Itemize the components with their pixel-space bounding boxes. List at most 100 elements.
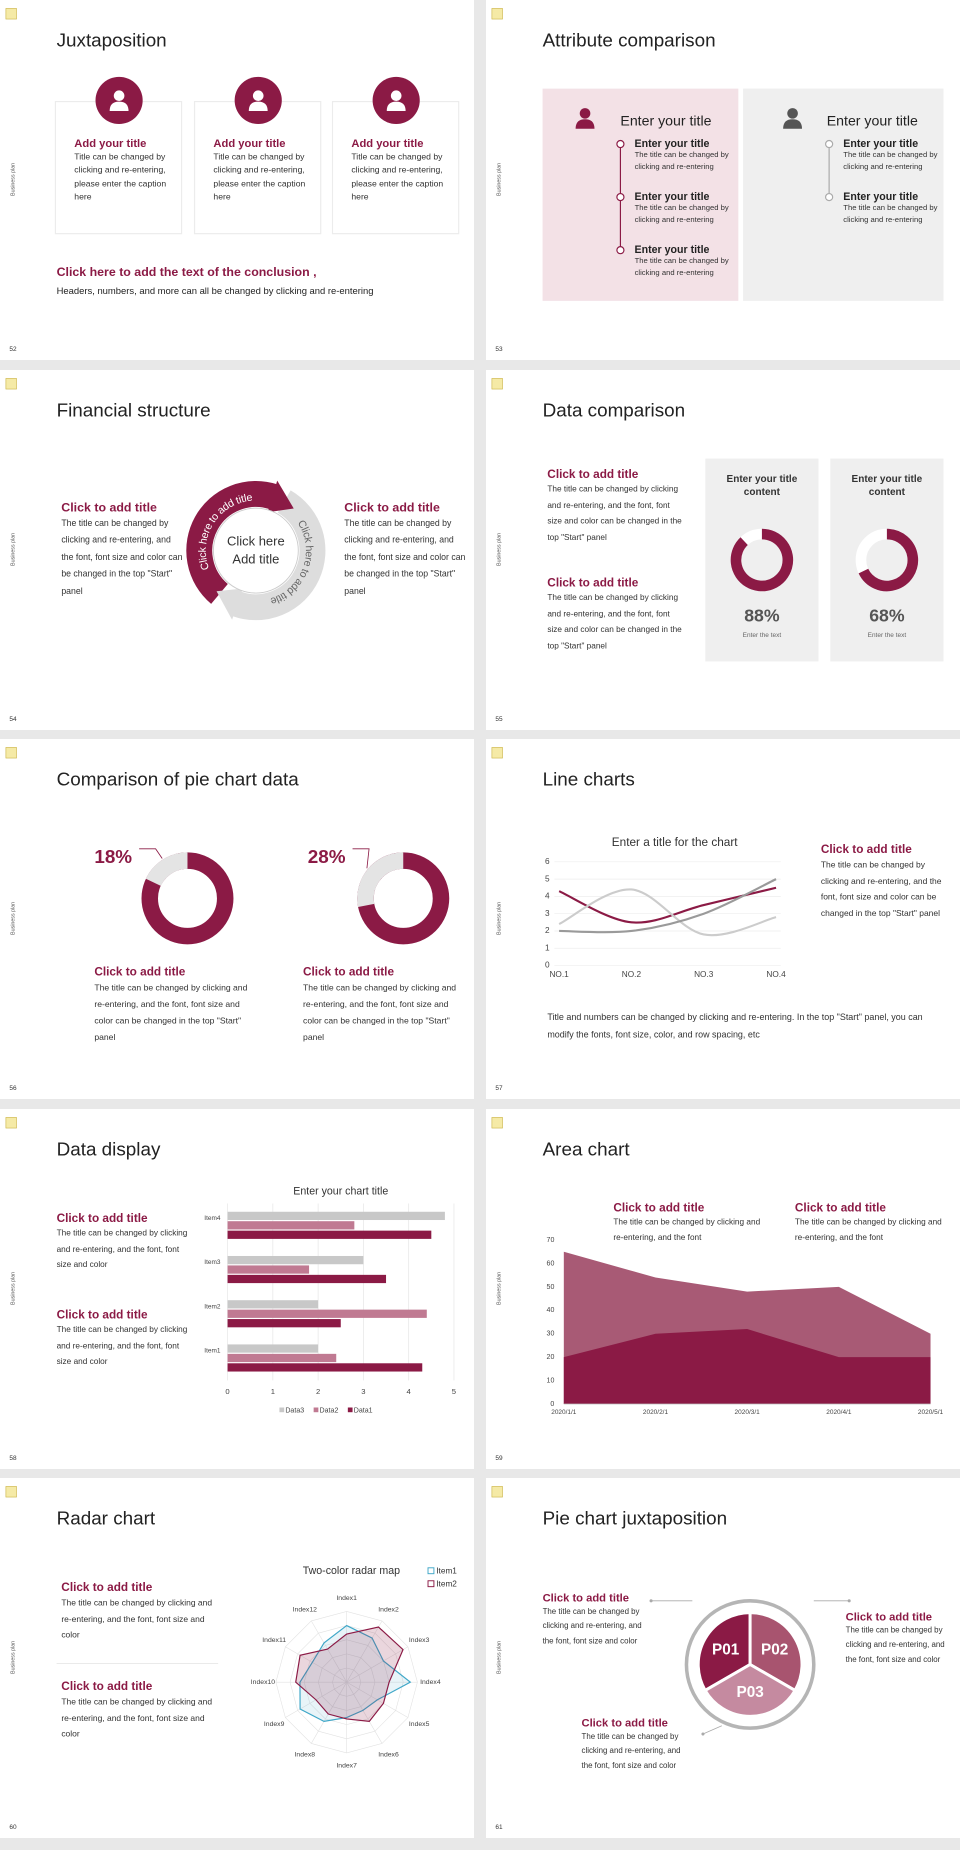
y-tick-label: 1 bbox=[545, 943, 550, 952]
slide-canvas: Business plan 56 Comparison of pie chart d… bbox=[5, 747, 456, 1092]
legend-swatch bbox=[427, 1580, 435, 1588]
bar bbox=[227, 1319, 341, 1328]
logo bbox=[5, 378, 17, 390]
block-title: Click to add title bbox=[613, 1201, 704, 1214]
timeline-dot bbox=[616, 192, 625, 202]
axis-label: Index12 bbox=[293, 1606, 318, 1613]
radar-grid bbox=[275, 1611, 418, 1754]
page-number: 52 bbox=[9, 346, 17, 353]
item-text: The title can be changed by clicking and… bbox=[634, 204, 729, 225]
logo bbox=[491, 378, 503, 390]
caption: Enter the text bbox=[743, 632, 782, 639]
x-tick-label: 4 bbox=[407, 1387, 412, 1396]
side-label: Business plan bbox=[10, 1272, 16, 1305]
block-text: The title can be changed by clicking and… bbox=[56, 1229, 188, 1270]
slide-canvas: Business plan 61 Pie chart juxtaposition P0… bbox=[491, 1486, 945, 1831]
arrow-arc bbox=[186, 481, 278, 604]
y-tick-label: 0 bbox=[550, 1401, 554, 1408]
block-text: The title can be changed by clicking and… bbox=[547, 485, 682, 543]
slide: Business plan 53 Attribute comparison Enter… bbox=[486, 0, 960, 360]
legend-label: Data2 bbox=[320, 1407, 339, 1414]
block-text: The title can be changed by clicking and… bbox=[794, 1218, 942, 1243]
block-text-box: The title can be changed by clicking and… bbox=[56, 1229, 188, 1270]
slide: Business plan 54 Financial structure Click … bbox=[0, 370, 474, 730]
center-circle bbox=[212, 507, 299, 594]
block-text: The title can be changed by clicking and… bbox=[94, 982, 248, 1042]
block-text: The title can be changed by clicking and… bbox=[56, 1326, 188, 1367]
block-text-box: The title can be changed by clicking and… bbox=[344, 518, 465, 597]
person-icon bbox=[109, 90, 129, 112]
leader-line bbox=[139, 848, 163, 859]
axis-label: Index2 bbox=[378, 1606, 399, 1613]
item-title: Enter your title bbox=[635, 138, 710, 150]
value-label: 68% bbox=[869, 605, 905, 625]
bar bbox=[227, 1344, 319, 1353]
y-tick-label: 50 bbox=[547, 1284, 555, 1291]
slide-title: Financial structure bbox=[57, 399, 211, 420]
bar bbox=[227, 1274, 387, 1284]
donut-arc bbox=[858, 528, 919, 592]
item-text-box: The title can be changed by clicking and… bbox=[635, 257, 729, 278]
block-text: The title can be changed by clicking and… bbox=[542, 1607, 642, 1646]
block-text: The title can be changed by clicking and… bbox=[581, 1732, 681, 1771]
legend-label: Item1 bbox=[436, 1567, 457, 1576]
area-series bbox=[563, 1329, 931, 1404]
axis-label: Index9 bbox=[264, 1721, 285, 1728]
line-series bbox=[558, 886, 777, 924]
segment-label: P01 bbox=[712, 1641, 740, 1658]
block-title: Click to add title bbox=[57, 1212, 148, 1225]
slide-canvas: Business plan 57 Line charts Enter a title … bbox=[491, 747, 942, 1092]
y-tick-label: 3 bbox=[545, 909, 550, 918]
logo bbox=[491, 8, 503, 20]
slide-title: Radar chart bbox=[57, 1507, 156, 1528]
item-title: Enter your title bbox=[843, 191, 918, 203]
chart-title: Enter a title for the chart bbox=[612, 836, 738, 849]
slide-canvas: Business plan 52 Juxtaposition Add your tit… bbox=[5, 8, 460, 353]
axis-label: Index6 bbox=[378, 1751, 399, 1758]
center-text: Click here bbox=[227, 534, 285, 549]
icon-body bbox=[386, 101, 406, 112]
block-text: The title can be changed by clicking and… bbox=[61, 1597, 213, 1641]
panel-title-box: Enter your title content bbox=[727, 473, 798, 498]
panel bbox=[830, 458, 944, 662]
slide: Business plan 55 Data comparison Click to a… bbox=[486, 370, 960, 730]
value-label: 88% bbox=[744, 605, 780, 625]
block-title: Click to add title bbox=[547, 468, 638, 481]
note: Title and numbers can be changed by clic… bbox=[547, 1011, 923, 1041]
block-text: The title can be changed by clicking and… bbox=[845, 1626, 945, 1665]
bar bbox=[227, 1363, 423, 1372]
y-tick-label: Item3 bbox=[204, 1259, 221, 1266]
axis-label: Index10 bbox=[251, 1679, 276, 1686]
card-text-box: Title can be changed by clicking and re-… bbox=[213, 151, 305, 202]
card-title: Add your title bbox=[213, 138, 285, 150]
slide: Business plan 57 Line charts Enter a title … bbox=[486, 739, 960, 1099]
block-text-box: The title can be changed by clicking and… bbox=[61, 1597, 213, 1641]
slide: Business plan 60 Radar chart Two-color rada… bbox=[0, 1478, 474, 1838]
leader-line bbox=[352, 848, 370, 869]
slide: Business plan 52 Juxtaposition Add your tit… bbox=[0, 0, 474, 360]
panel-title: Enter your title content bbox=[851, 472, 923, 498]
x-tick-label: NO.1 bbox=[549, 970, 569, 979]
y-tick-label: 5 bbox=[545, 874, 550, 883]
page-number: 58 bbox=[9, 1455, 17, 1462]
item-title: Enter your title bbox=[635, 244, 710, 256]
conclusion-title: Click here to add the text of the conclu… bbox=[57, 265, 317, 279]
block-title: Click to add title bbox=[846, 1611, 932, 1623]
connector-dot bbox=[701, 1732, 705, 1736]
slide: Business plan 56 Comparison of pie chart d… bbox=[0, 739, 474, 1099]
side-label: Business plan bbox=[496, 163, 502, 196]
page-number: 53 bbox=[495, 346, 503, 353]
y-tick-label: 40 bbox=[547, 1307, 555, 1314]
radar-series bbox=[295, 1626, 404, 1723]
block-title: Click to add title bbox=[821, 843, 912, 856]
card-text-box: Title can be changed by clicking and re-… bbox=[351, 151, 443, 202]
segment-label: P02 bbox=[761, 1641, 788, 1658]
page-number: 54 bbox=[9, 716, 17, 723]
slide-title: Area chart bbox=[543, 1138, 631, 1159]
value-label: 28% bbox=[308, 846, 346, 867]
card-title: Add your title bbox=[351, 138, 423, 150]
block-text-box: The title can be changed by clicking and… bbox=[821, 859, 942, 918]
slide-title: Juxtaposition bbox=[57, 29, 167, 50]
block-text: The title can be changed by clicking and… bbox=[547, 594, 682, 651]
